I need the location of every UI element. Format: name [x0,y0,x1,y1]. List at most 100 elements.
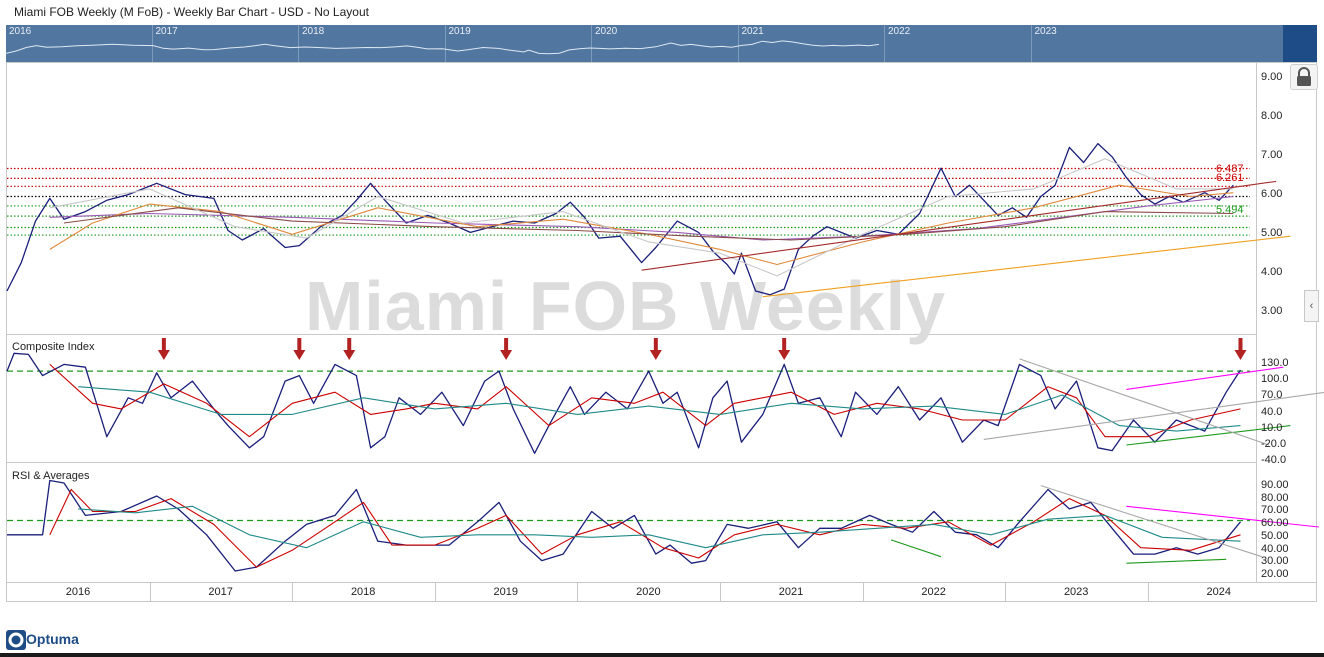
navigator-year-divider [737,25,739,62]
lock-button[interactable] [1290,64,1318,90]
x-axis-year-label: 2020 [636,586,661,598]
navigator-year-label: 2016 [9,26,32,37]
navigator-year-label: 2018 [302,26,325,37]
lock-icon [1297,67,1311,86]
collapse-panel-button[interactable]: ‹ [1304,290,1319,322]
navigator-sparkline [6,40,879,55]
y-tick-label: 9.00 [1261,71,1283,83]
panel-divider[interactable] [6,462,1256,463]
series-line [1019,358,1270,446]
navigator-year-label: 2020 [595,26,618,37]
series-line [78,386,1241,432]
signal-arrow [161,338,166,351]
navigator-year-label: 2022 [888,26,911,37]
x-axis-divider [434,583,436,602]
y-tick-label: 90.00 [1261,479,1289,491]
navigator-price-line [6,40,879,55]
y-tick-label: 30.00 [1261,555,1289,568]
x-axis-divider [149,583,151,602]
x-axis-divider [1005,583,1007,602]
series-line [1126,425,1291,446]
y-tick-label: 4.00 [1261,266,1283,278]
y-tick-label: 80.00 [1261,491,1289,504]
y-tick-label: 60.00 [1261,517,1289,530]
y-tick-label: 5.00 [1261,227,1283,239]
navigator-year-divider [298,25,299,62]
y-tick-label: 10.0 [1261,421,1283,434]
series-line [6,142,1234,296]
signal-arrow [1238,338,1243,351]
y-tick-label: 70.0 [1261,389,1283,402]
chart-title: Miami FOB Weekly (M FoB) - Weekly Bar Ch… [14,5,369,19]
y-tick-label: 40.00 [1261,542,1289,555]
signal-arrow-head [157,350,170,360]
x-axis-year-label: 2017 [208,586,233,598]
series-line [63,207,1234,241]
y-tick-label: -20.0 [1261,437,1287,450]
y-axis-separator [1256,62,1257,582]
x-axis [6,582,1317,603]
signal-arrow-head [649,350,662,360]
chart-frame [6,62,1317,602]
series-line [890,539,942,558]
x-axis-divider [862,583,864,602]
navigator-year-label: 2017 [155,26,178,37]
x-axis-year-label: 2022 [921,586,946,598]
signal-arrow-head [778,350,791,360]
signal-arrow-head [500,350,513,360]
navigator-year-divider [151,25,153,62]
panel-divider[interactable] [6,334,1256,335]
series-line [6,352,1242,454]
x-axis-divider [1147,583,1149,602]
series-line [1126,505,1319,528]
x-axis-year-label: 2024 [1206,586,1232,598]
navigator-year-label: 2021 [741,26,764,37]
y-tick-label: 50.00 [1261,529,1289,542]
series-line [641,180,1277,271]
y-tick-label: 6.00 [1261,188,1283,200]
y-tick-label: -40.0 [1261,454,1287,466]
price-level-label: 6.261 [1216,172,1244,185]
series-line [78,505,1241,549]
chevron-left-icon: ‹ [1309,300,1314,312]
signal-arrow-head [343,350,356,360]
series-line [1126,558,1227,564]
y-tick-label: 100.0 [1261,373,1289,386]
y-tick-label: 3.00 [1261,305,1283,317]
x-axis-year-label: 2021 [778,586,804,598]
y-tick-label: 8.00 [1261,110,1283,122]
series-line [7,479,1242,572]
series-line [49,363,1241,438]
signal-arrow-head [1234,350,1247,360]
optuma-logo-text: Optuma [26,631,79,647]
navigator-year-divider [591,25,592,62]
navigator-strip[interactable]: 2016 2017 2018 2019 2020 2021 2022 2023 [6,25,1283,62]
y-tick-label: 40.0 [1261,405,1283,418]
x-axis-year-label: 2018 [350,586,376,598]
x-axis-divider [292,583,294,602]
navigator-year-divider [1030,25,1032,62]
navigator-year-divider [884,25,885,62]
navigator-year-label: 2023 [1034,26,1057,37]
series-line [983,391,1324,440]
series-line [49,158,1234,277]
x-axis-year-label: 2019 [493,586,519,598]
y-tick-label: 130.0 [1261,357,1289,369]
y-tick-label: 7.00 [1261,149,1283,161]
y-tick-label: 70.00 [1261,504,1289,517]
x-axis-divider [577,583,579,602]
navigator-range-end[interactable] [1283,25,1317,62]
signal-arrow [504,338,509,351]
footer-bar [0,653,1324,657]
composite-panel-label: Composite Index [12,341,95,353]
signal-arrow-head [293,350,306,360]
signal-arrow [653,338,658,351]
navigator-year-divider [444,25,446,62]
rsi-panel-label: RSI & Averages [12,470,90,482]
series-line [762,235,1291,298]
signal-arrow [782,338,787,351]
x-axis-year-label: 2016 [65,586,91,598]
series-line [1126,366,1284,390]
navigator-year-label: 2019 [448,26,471,37]
